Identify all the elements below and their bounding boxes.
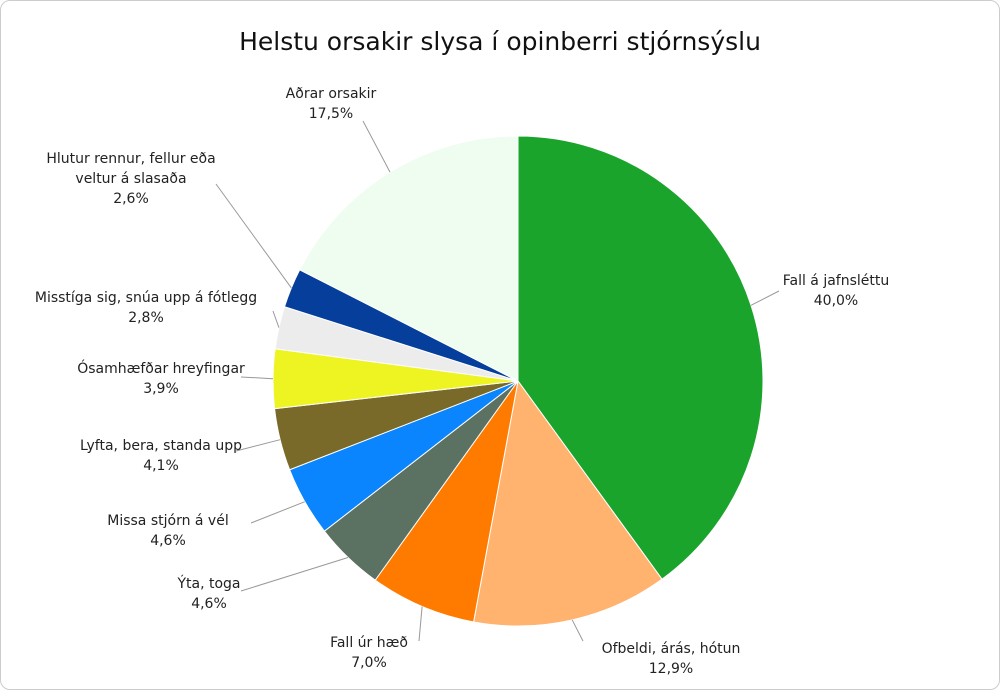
category-label: Ofbeldi, árás, hótun <box>601 641 741 657</box>
slice-label: Hlutur rennur, fellur eða veltur á slasa… <box>26 149 236 209</box>
value-label: 12,9% <box>648 661 694 677</box>
leader-line <box>571 619 584 642</box>
pie-slice <box>517 135 764 580</box>
category-label: Fall úr hæð <box>330 635 408 651</box>
value-label: 3,9% <box>143 381 179 397</box>
pie-slice <box>299 135 519 382</box>
leader-line <box>418 606 423 642</box>
leader-line <box>235 439 281 452</box>
leader-line <box>215 183 292 289</box>
leader-line <box>750 290 780 306</box>
category-label: Ýta, toga <box>177 576 241 592</box>
slice-label: Ýta, toga 4,6% <box>149 574 269 614</box>
category-label: Fall á jafnsléttu <box>782 273 890 289</box>
slice-label: Fall úr hæð 7,0% <box>309 633 429 673</box>
leader-line <box>240 376 274 380</box>
leader-line <box>240 556 349 592</box>
slice-label: Missa stjórn á vél 4,6% <box>78 511 258 551</box>
value-label: 2,6% <box>113 191 149 207</box>
category-label: Lyfta, bera, standa upp <box>80 438 242 454</box>
slice-label: Lyfta, bera, standa upp 4,1% <box>51 436 271 476</box>
value-label: 4,6% <box>150 533 186 549</box>
leader-line <box>362 120 391 173</box>
pie-slice <box>473 379 663 627</box>
chart-title: Helstu orsakir slysa í opinberri stjórns… <box>239 27 761 56</box>
value-label: 4,1% <box>143 458 179 474</box>
category-label: Missa stjórn á vél <box>107 513 229 529</box>
value-label: 4,6% <box>191 596 227 612</box>
pie-slice <box>374 380 519 623</box>
value-label: 40,0% <box>813 293 859 309</box>
value-label: 7,0% <box>351 655 387 671</box>
category-label: Misstíga sig, snúa upp á fótlegg <box>34 290 258 306</box>
slice-label: Aðrar orsakir 17,5% <box>251 84 411 124</box>
value-label: 17,5% <box>308 106 354 122</box>
category-label: Aðrar orsakir <box>285 86 377 102</box>
slice-label: Ofbeldi, árás, hótun 12,9% <box>571 639 771 679</box>
leader-line <box>250 501 305 524</box>
slice-label: Fall á jafnsléttu 40,0% <box>756 271 916 311</box>
category-label: Hlutur rennur, fellur eða veltur á slasa… <box>46 151 216 187</box>
category-label: Ósamhæfðar hreyfingar <box>77 361 245 377</box>
slice-label: Ósamhæfðar hreyfingar 3,9% <box>51 359 271 399</box>
leader-line <box>272 310 280 328</box>
slice-label: Misstíga sig, snúa upp á fótlegg 2,8% <box>6 288 286 328</box>
value-label: 2,8% <box>128 310 164 326</box>
